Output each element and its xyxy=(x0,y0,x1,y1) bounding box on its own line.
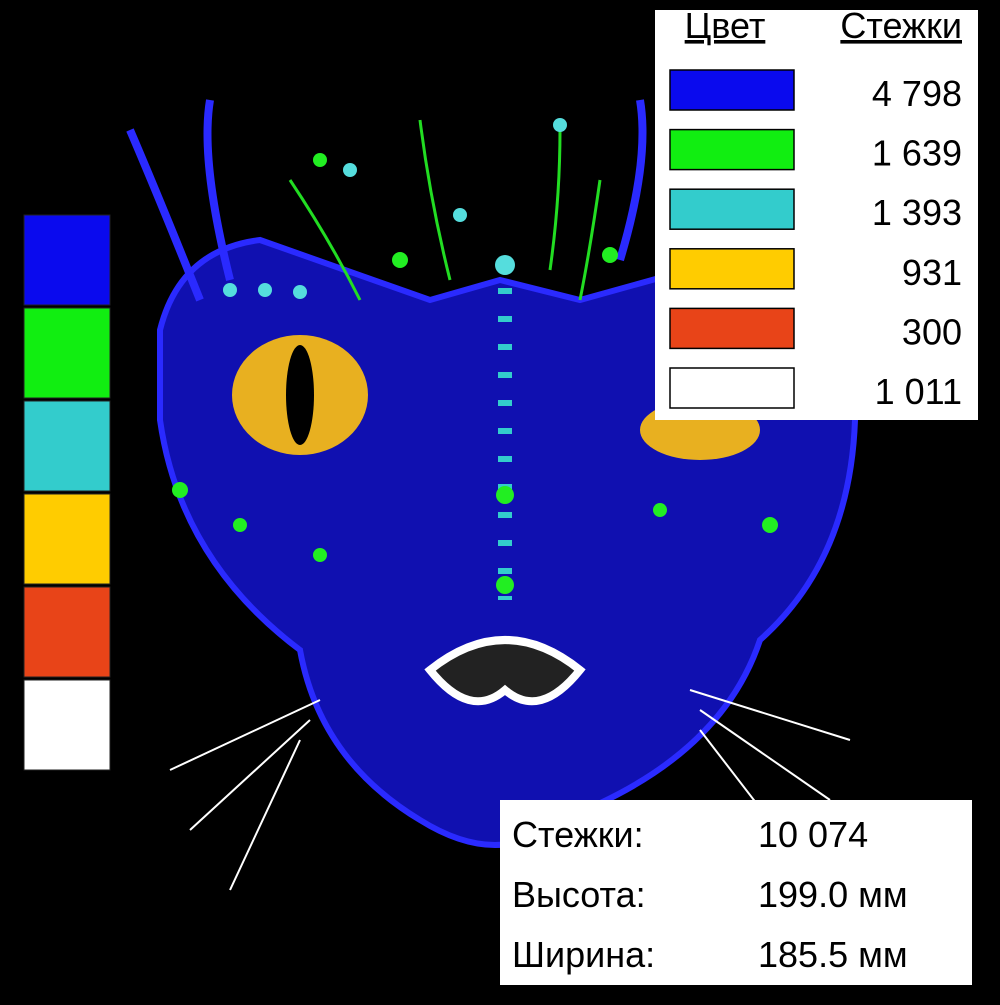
thread-swatches xyxy=(23,214,111,771)
stitch-count: 1 639 xyxy=(872,133,962,174)
stat-label: Стежки: xyxy=(512,814,644,855)
thread-swatch xyxy=(23,400,111,492)
stitch-count: 1 393 xyxy=(872,192,962,233)
stats-background xyxy=(500,800,972,985)
thread-swatch xyxy=(23,586,111,678)
thread-swatch xyxy=(23,493,111,585)
stat-label: Высота: xyxy=(512,874,646,915)
stats-panel: Стежки: 10 074 Высота: 199.0 мм Ширина: 185.5… xyxy=(500,800,972,985)
stitch-count: 300 xyxy=(902,311,962,352)
stat-value: 10 074 xyxy=(758,814,868,855)
stats-rows: Стежки: 10 074 Высота: 199.0 мм Ширина: 185.5… xyxy=(512,814,908,975)
color-swatch xyxy=(669,188,795,230)
color-swatch xyxy=(669,367,795,409)
legend-header: Цвет xyxy=(685,5,766,46)
color-swatch xyxy=(669,307,795,350)
thread-swatch xyxy=(23,214,111,306)
stitch-count: 931 xyxy=(902,252,962,293)
thread-swatch xyxy=(23,307,111,399)
stat-label: Ширина: xyxy=(512,934,655,975)
stat-value: 199.0 мм xyxy=(758,874,908,915)
legend-panel: Цвет Стежки 4 798 1 639 1 393 931 300 1 011 xyxy=(655,5,978,420)
stitch-count: 1 011 xyxy=(875,371,962,412)
color-swatch xyxy=(669,69,795,111)
legend-rows: 4 798 1 639 1 393 931 300 1 011 xyxy=(669,69,962,412)
legend-header: Стежки xyxy=(840,5,962,46)
color-swatch xyxy=(669,128,795,171)
stitch-count: 4 798 xyxy=(872,73,962,114)
stat-value: 185.5 мм xyxy=(758,934,908,975)
color-swatch xyxy=(669,248,795,290)
thread-swatch xyxy=(23,679,111,771)
